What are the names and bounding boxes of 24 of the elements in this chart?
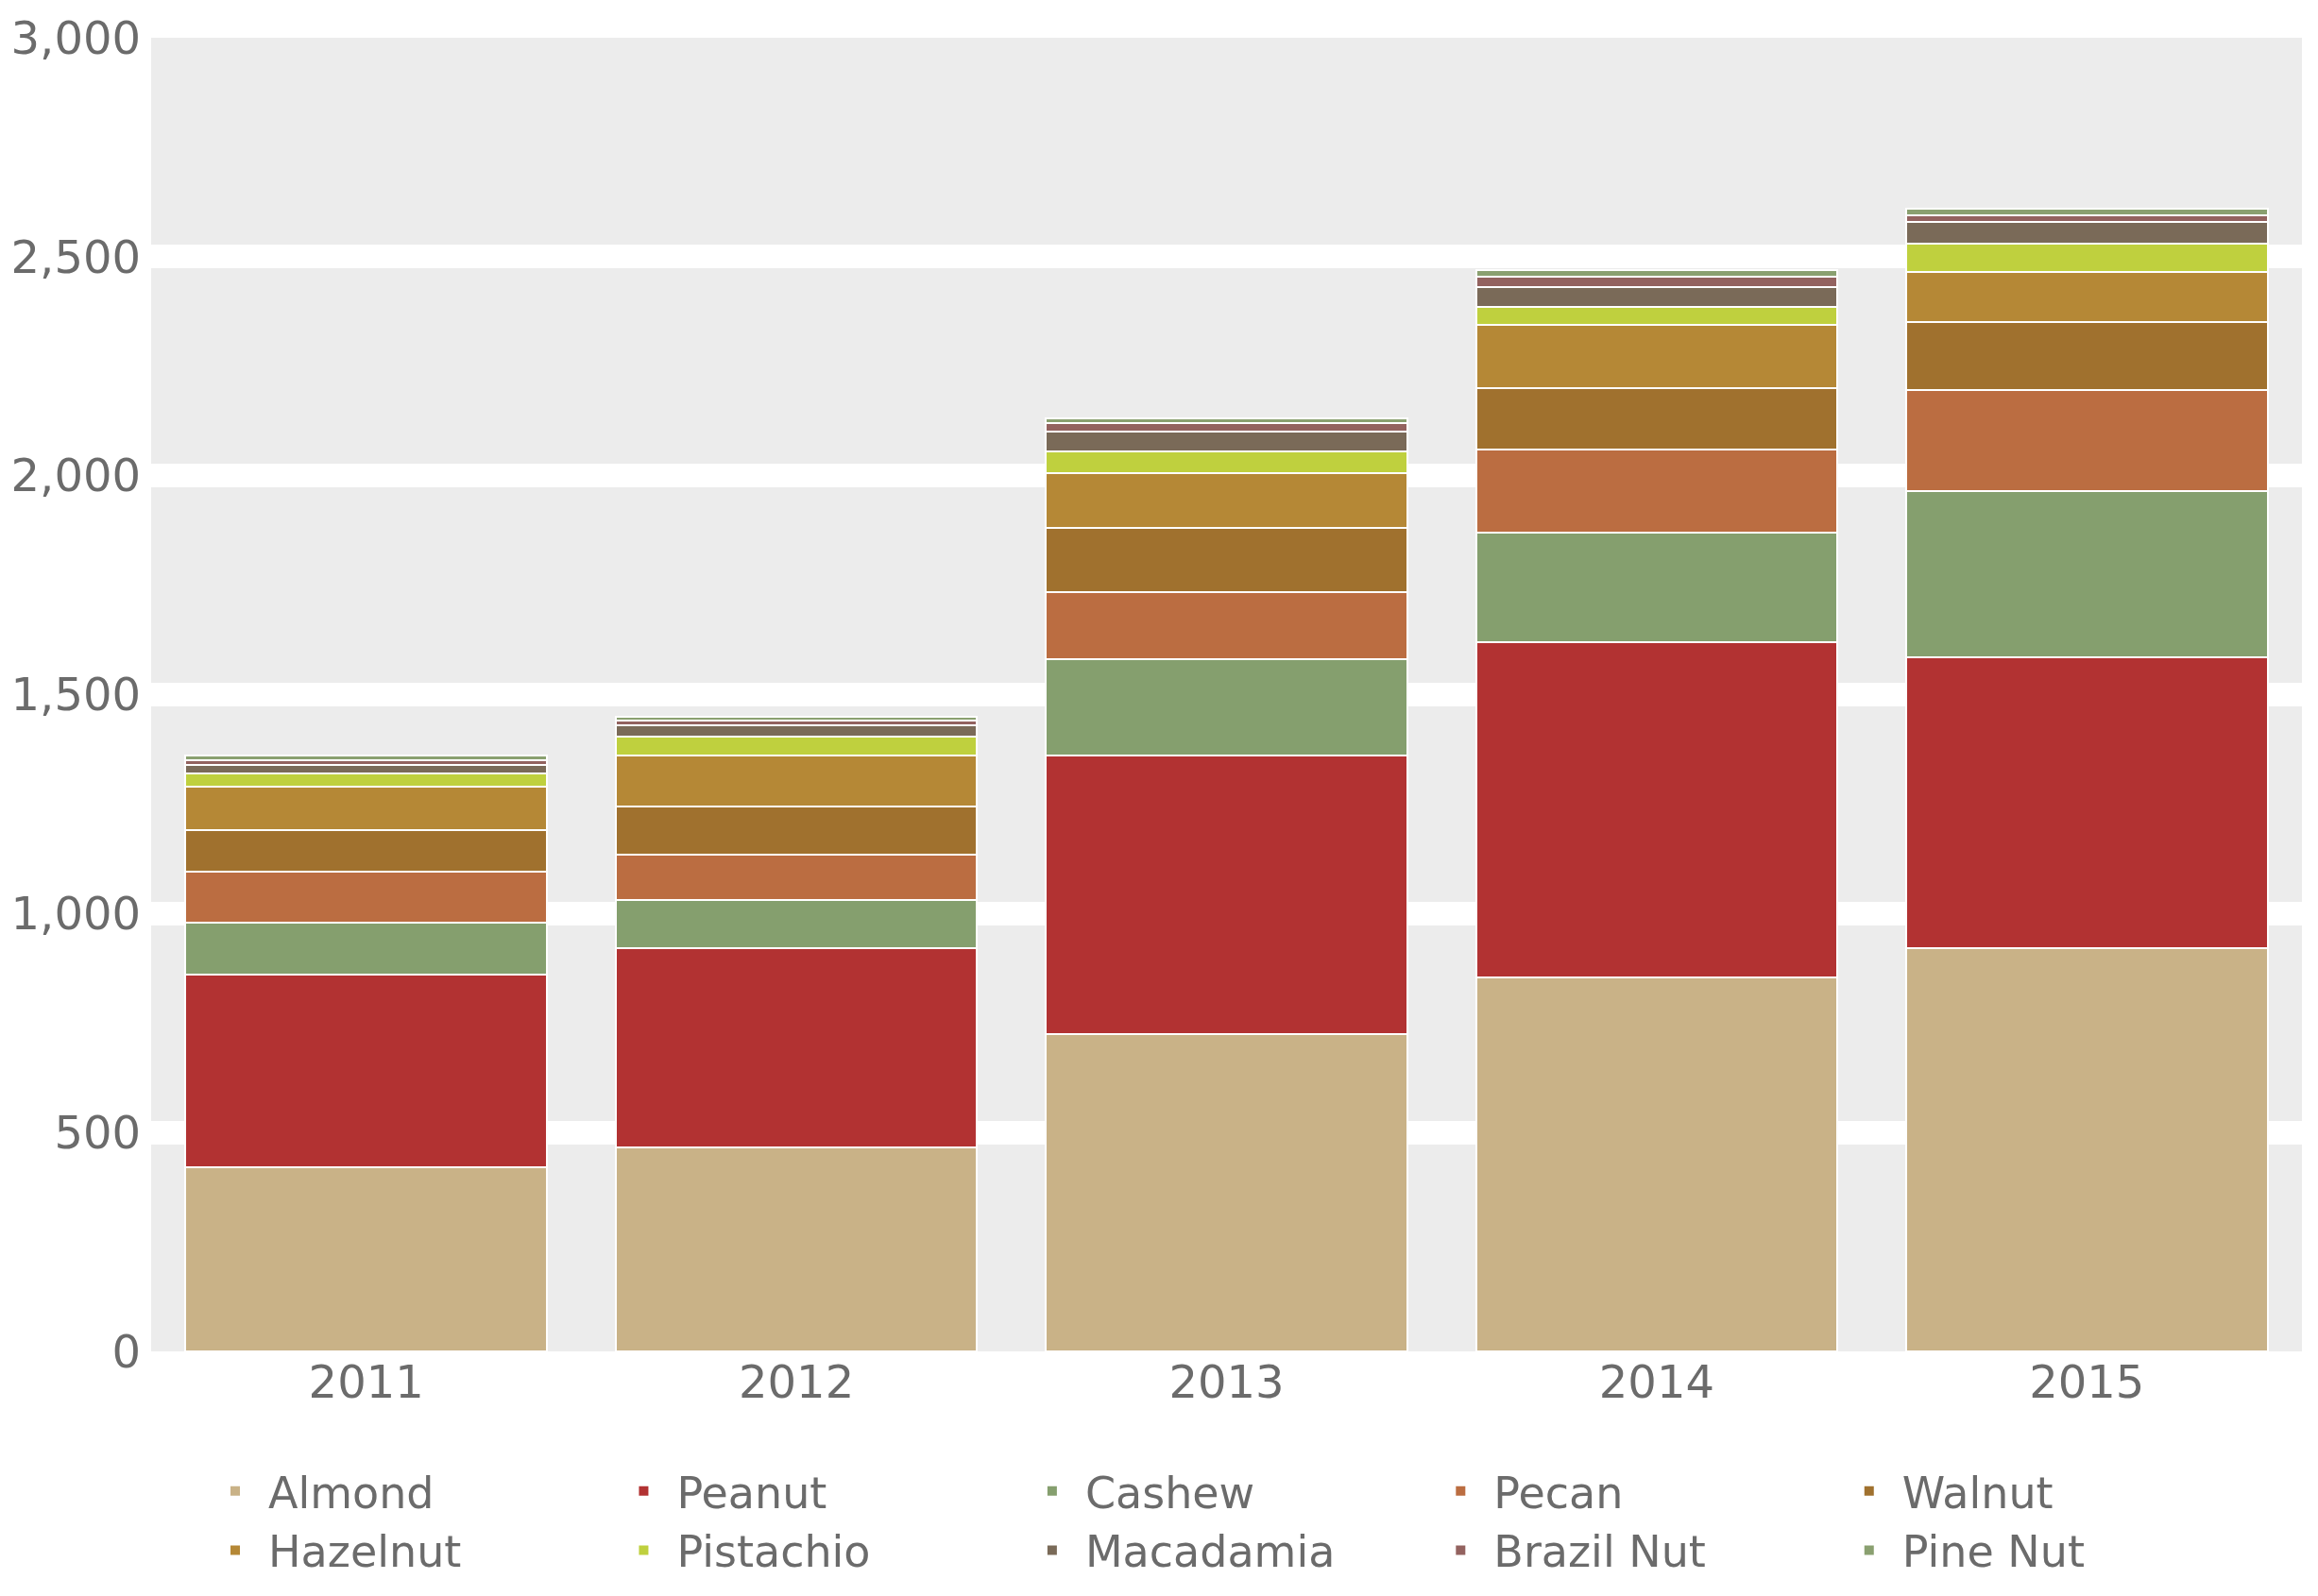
legend-label: Peanut [676, 1467, 827, 1519]
bar [184, 755, 548, 762]
legend-label: Pistachio [676, 1526, 871, 1578]
x-tick-label: 2015 [2029, 1355, 2145, 1408]
x-tick-label: 2012 [739, 1355, 855, 1408]
legend-label: Walnut [1901, 1467, 2054, 1519]
y-tick-label: 1,500 [10, 668, 141, 722]
y-tick-label: 500 [54, 1105, 141, 1159]
legend-label: Cashew [1084, 1467, 1255, 1519]
legend-label: Pine Nut [1901, 1526, 2085, 1578]
y-tick-label: 1,000 [10, 887, 141, 941]
y-tick-label: 3,000 [10, 10, 141, 64]
x-tick-label: 2013 [1168, 1355, 1285, 1408]
y-tick-label: 2,000 [10, 449, 141, 502]
x-tick-label: 2014 [1598, 1355, 1714, 1408]
legend-label: Pecan [1493, 1467, 1624, 1519]
bar [614, 715, 979, 722]
x-tick-label: 2011 [308, 1355, 424, 1408]
legend-label: Hazelnut [268, 1526, 462, 1578]
y-tick-label: 0 [111, 1324, 141, 1378]
y-tick-label: 2,500 [10, 229, 141, 283]
legend-label: Brazil Nut [1493, 1526, 1706, 1578]
legend-label: Almond [268, 1467, 435, 1519]
legend-label: Macadamia [1084, 1526, 1336, 1578]
